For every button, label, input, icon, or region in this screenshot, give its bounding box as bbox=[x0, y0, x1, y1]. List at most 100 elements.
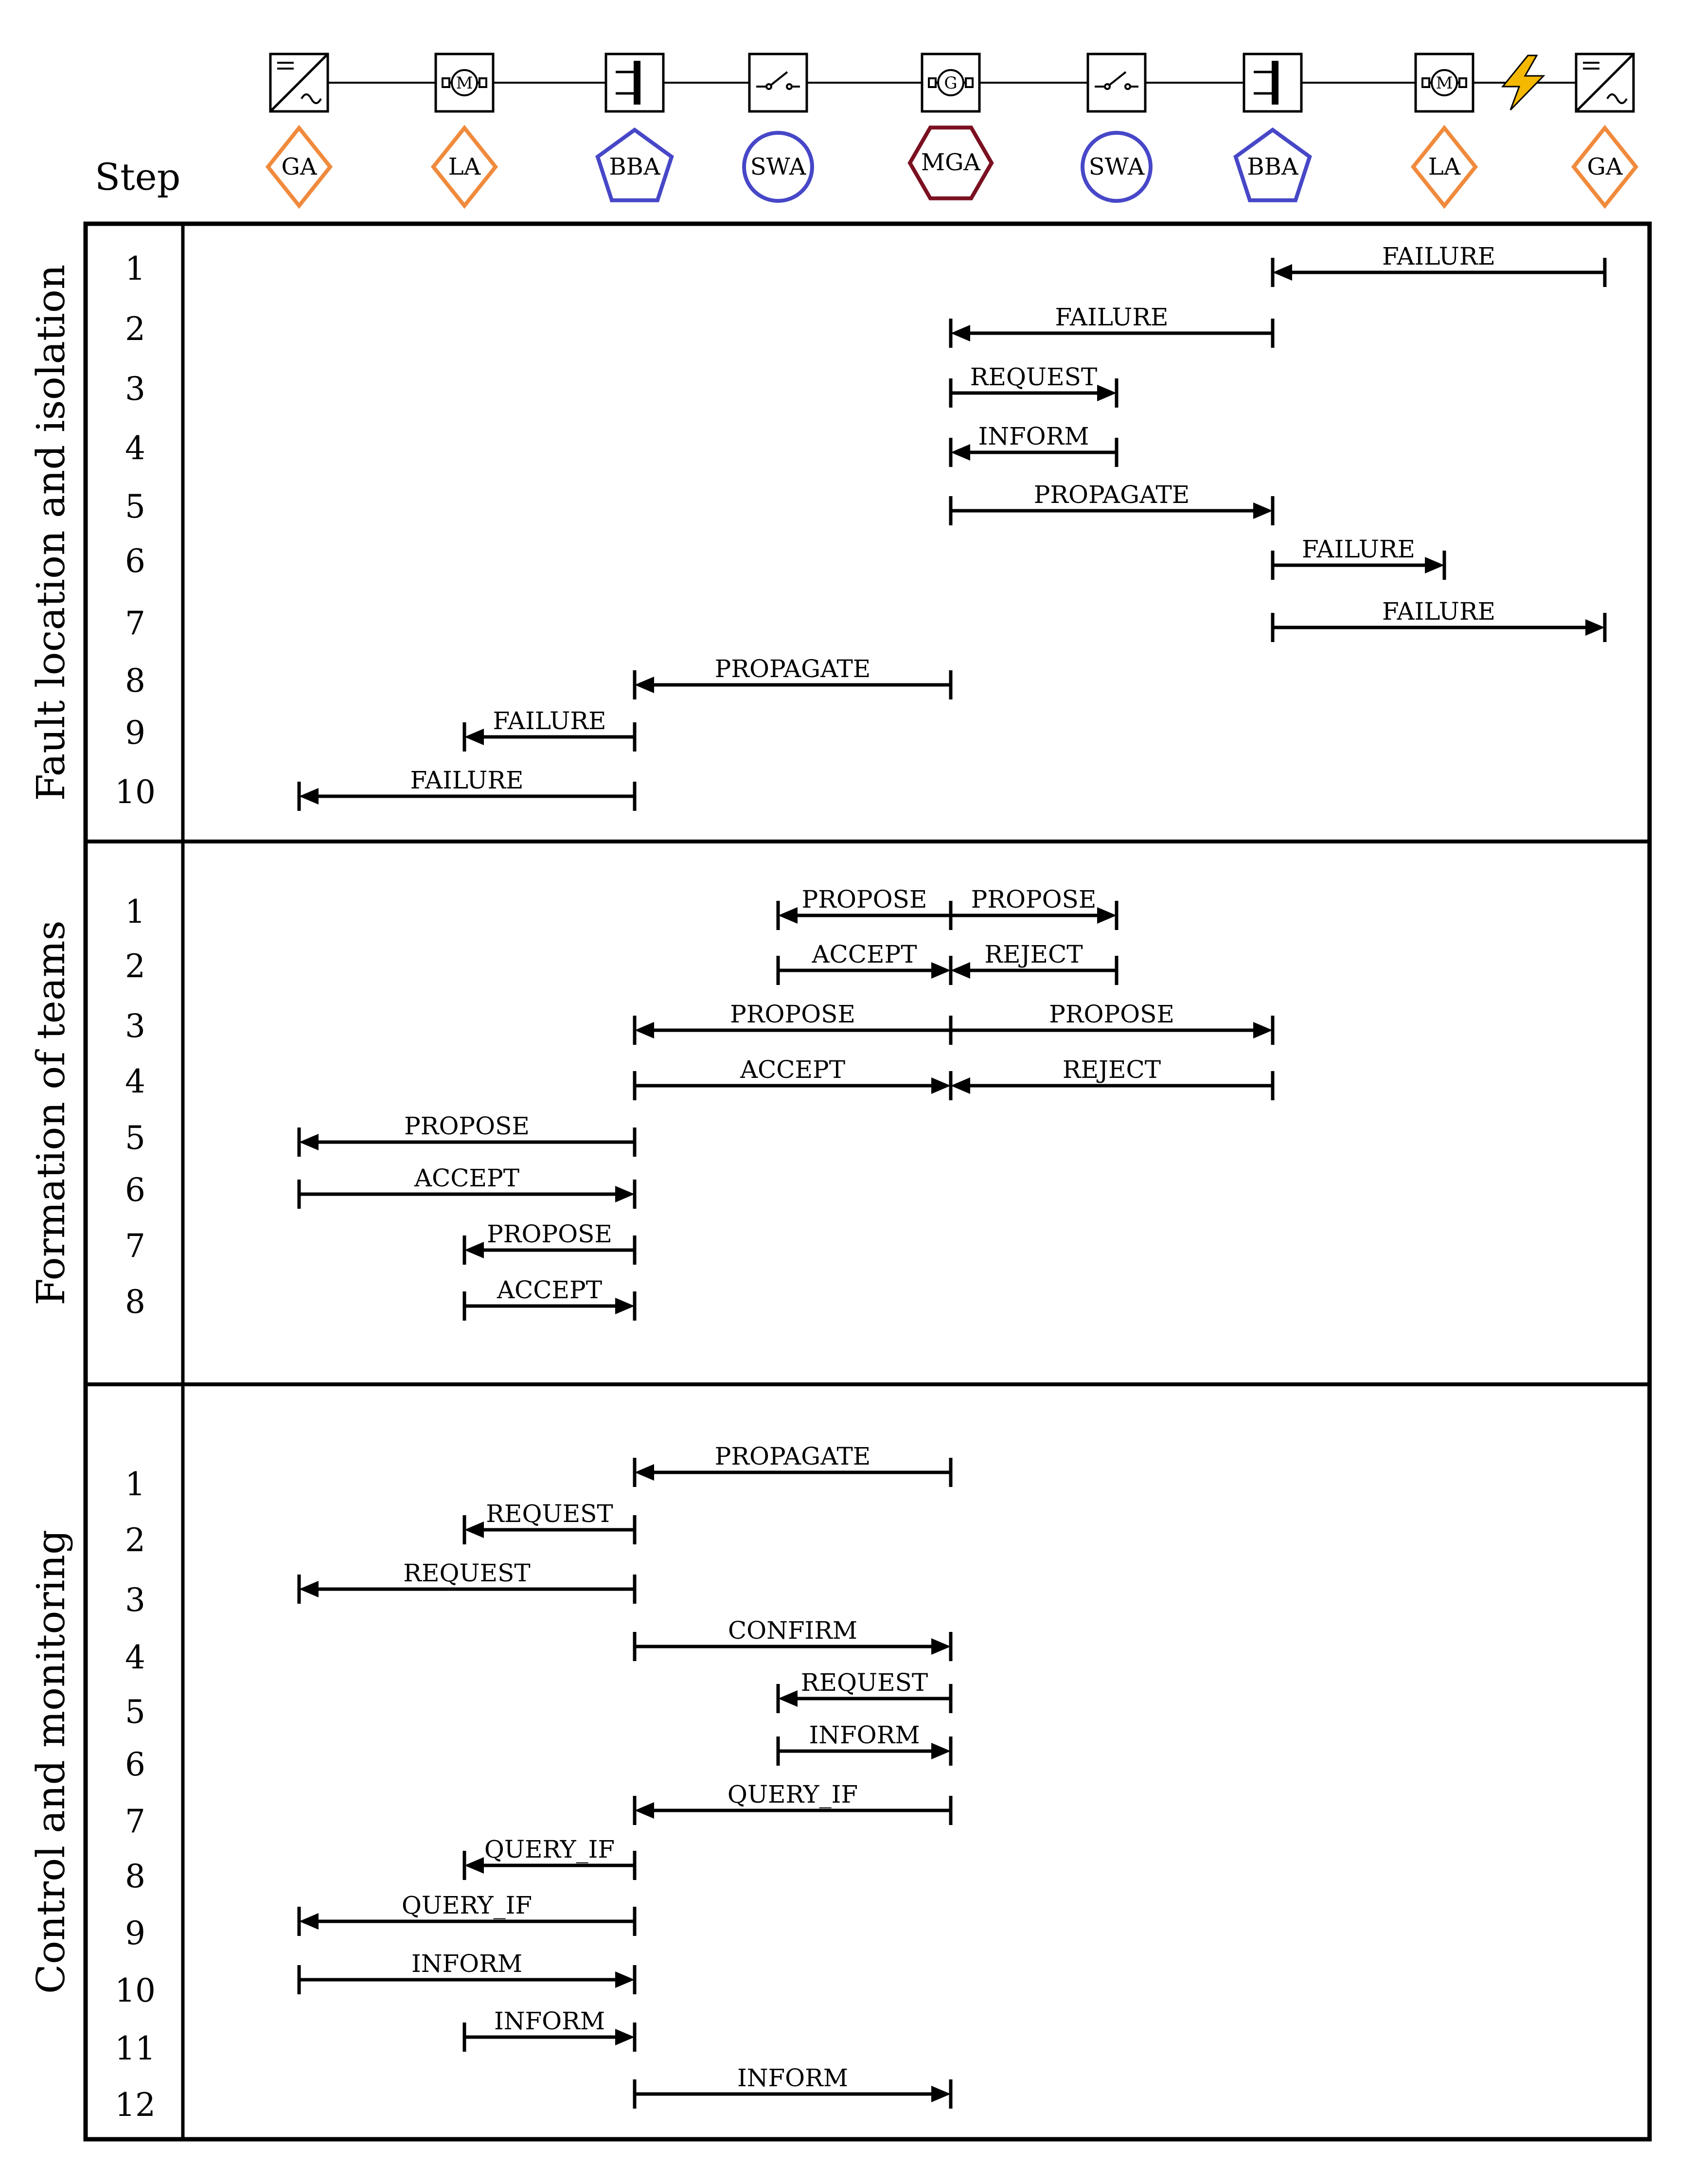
arrow-head bbox=[615, 1971, 635, 1988]
agent-pentagon-shape bbox=[1233, 127, 1312, 202]
arrow-head bbox=[464, 1857, 484, 1874]
message-label: REQUEST bbox=[403, 1559, 530, 1587]
message-arrow: FAILURE bbox=[1271, 597, 1607, 642]
message-arrow: FAILURE bbox=[1271, 242, 1607, 287]
step-number: 4 bbox=[125, 1639, 145, 1676]
message-label: REQUEST bbox=[486, 1500, 613, 1528]
message-label: INFORM bbox=[411, 1950, 522, 1978]
message-arrow: CONFIRM bbox=[633, 1616, 953, 1661]
arrow-head bbox=[931, 1743, 951, 1759]
agent-pentagon-shape bbox=[595, 127, 674, 202]
phase-sections: Fault location and isolation 12345678910F… bbox=[28, 242, 1607, 2124]
arrow-head bbox=[615, 1186, 635, 1202]
step-number: 7 bbox=[125, 1803, 145, 1840]
arrow-head bbox=[615, 2029, 635, 2045]
phase-title: Fault location and isolation bbox=[28, 265, 73, 801]
step-number: 7 bbox=[125, 1227, 145, 1265]
step-number: 2 bbox=[125, 948, 145, 985]
busbar-icon bbox=[1243, 53, 1303, 113]
table-frame bbox=[83, 221, 1652, 2142]
agent-label: LA bbox=[448, 153, 481, 180]
message-label: INFORM bbox=[809, 1721, 920, 1749]
message-arrow: QUERY_IF bbox=[297, 1891, 637, 1936]
arrow-head bbox=[1097, 385, 1117, 401]
step-number: 10 bbox=[115, 773, 156, 811]
inverter-icon bbox=[1575, 53, 1635, 113]
message-label: QUERY_IF bbox=[728, 1780, 858, 1808]
step-number: 10 bbox=[115, 1972, 156, 2009]
arrow-head bbox=[299, 1134, 319, 1150]
step-number: 5 bbox=[125, 488, 145, 525]
message-arrow: FAILURE bbox=[949, 303, 1275, 348]
message-arrow: REQUEST bbox=[949, 363, 1119, 408]
message-arrow: REQUEST bbox=[776, 1668, 953, 1713]
arrow-head bbox=[635, 677, 654, 693]
message-label: PROPOSE bbox=[1049, 1000, 1174, 1028]
step-number: 3 bbox=[125, 1581, 145, 1619]
message-label: FAILURE bbox=[1055, 303, 1169, 331]
step-number: 1 bbox=[125, 1466, 145, 1503]
step-number: 6 bbox=[125, 1171, 145, 1209]
message-arrow: INFORM bbox=[776, 1721, 953, 1766]
agent-diamond-shape bbox=[430, 125, 498, 209]
message-arrow: REQUEST bbox=[297, 1559, 637, 1604]
arrow-head bbox=[778, 1690, 798, 1707]
message-label: ACCEPT bbox=[497, 1276, 602, 1304]
inverter-icon bbox=[269, 53, 329, 113]
message-arrow: REQUEST bbox=[462, 1500, 637, 1544]
agent-row: GA LA BBA SWA MGA SWA BBA LA GA bbox=[265, 125, 1639, 209]
message-label: QUERY_IF bbox=[484, 1835, 615, 1863]
message-label: ACCEPT bbox=[740, 1056, 845, 1084]
message-arrow: ACCEPT bbox=[776, 940, 953, 985]
arrow-head bbox=[1585, 619, 1605, 636]
phase-section-3: Control and monitoring123456789101112PRO… bbox=[28, 1442, 953, 2124]
agent-la-8: LA bbox=[1410, 125, 1478, 209]
message-label: PROPOSE bbox=[802, 885, 927, 913]
step-number: 9 bbox=[125, 714, 145, 752]
message-arrow: PROPOSE bbox=[462, 1220, 637, 1265]
agent-circle-shape bbox=[1081, 131, 1153, 203]
message-label: PROPAGATE bbox=[715, 1442, 871, 1470]
agent-mga-5: MGA bbox=[907, 125, 994, 200]
message-arrow: PROPOSE bbox=[949, 1000, 1275, 1045]
arrow-head bbox=[1425, 557, 1444, 573]
svg-text:M: M bbox=[456, 73, 473, 93]
arrow-head bbox=[635, 1022, 654, 1038]
arrow-head bbox=[464, 1242, 484, 1258]
agent-swa-6: SWA bbox=[1081, 131, 1153, 203]
message-label: PROPAGATE bbox=[715, 655, 871, 683]
step-number: 3 bbox=[125, 1007, 145, 1045]
arrow-head bbox=[951, 444, 970, 461]
step-number: 6 bbox=[125, 1746, 145, 1783]
motor-icon: M bbox=[1414, 53, 1474, 113]
step-number: 2 bbox=[125, 1522, 145, 1559]
agent-swa-4: SWA bbox=[742, 131, 814, 203]
message-label: FAILURE bbox=[1382, 597, 1495, 626]
step-number: 11 bbox=[115, 2030, 156, 2067]
step-number: 5 bbox=[125, 1693, 145, 1731]
arrow-head bbox=[778, 907, 798, 924]
step-number: 7 bbox=[125, 605, 145, 642]
message-label: REJECT bbox=[1063, 1056, 1161, 1084]
arrow-head bbox=[931, 2086, 951, 2102]
motor-icon: M bbox=[434, 53, 495, 113]
agent-hexagon-shape bbox=[907, 125, 994, 200]
arrow-head bbox=[635, 1802, 654, 1819]
step-number: 9 bbox=[125, 1915, 145, 1952]
message-label: PROPOSE bbox=[404, 1112, 530, 1140]
message-arrow: INFORM bbox=[462, 2007, 637, 2052]
agent-circle-shape bbox=[742, 131, 814, 203]
message-arrow: REJECT bbox=[949, 1056, 1275, 1100]
agent-diamond-shape bbox=[265, 125, 333, 209]
agent-label: MGA bbox=[921, 149, 981, 176]
message-arrow: INFORM bbox=[949, 422, 1119, 467]
message-label: CONFIRM bbox=[728, 1616, 857, 1645]
agent-ga-1: GA bbox=[265, 125, 333, 209]
message-label: PROPOSE bbox=[730, 1000, 855, 1028]
agent-bba-3: BBA bbox=[595, 127, 674, 202]
phase-section-1: Fault location and isolation 1 2 3 4 5 6 7 8 9 10 F… bbox=[28, 242, 1607, 811]
message-label: ACCEPT bbox=[811, 940, 917, 968]
step-number: 4 bbox=[125, 1063, 145, 1100]
lightning-icon bbox=[1501, 54, 1545, 111]
agent-label: SWA bbox=[1089, 153, 1145, 180]
